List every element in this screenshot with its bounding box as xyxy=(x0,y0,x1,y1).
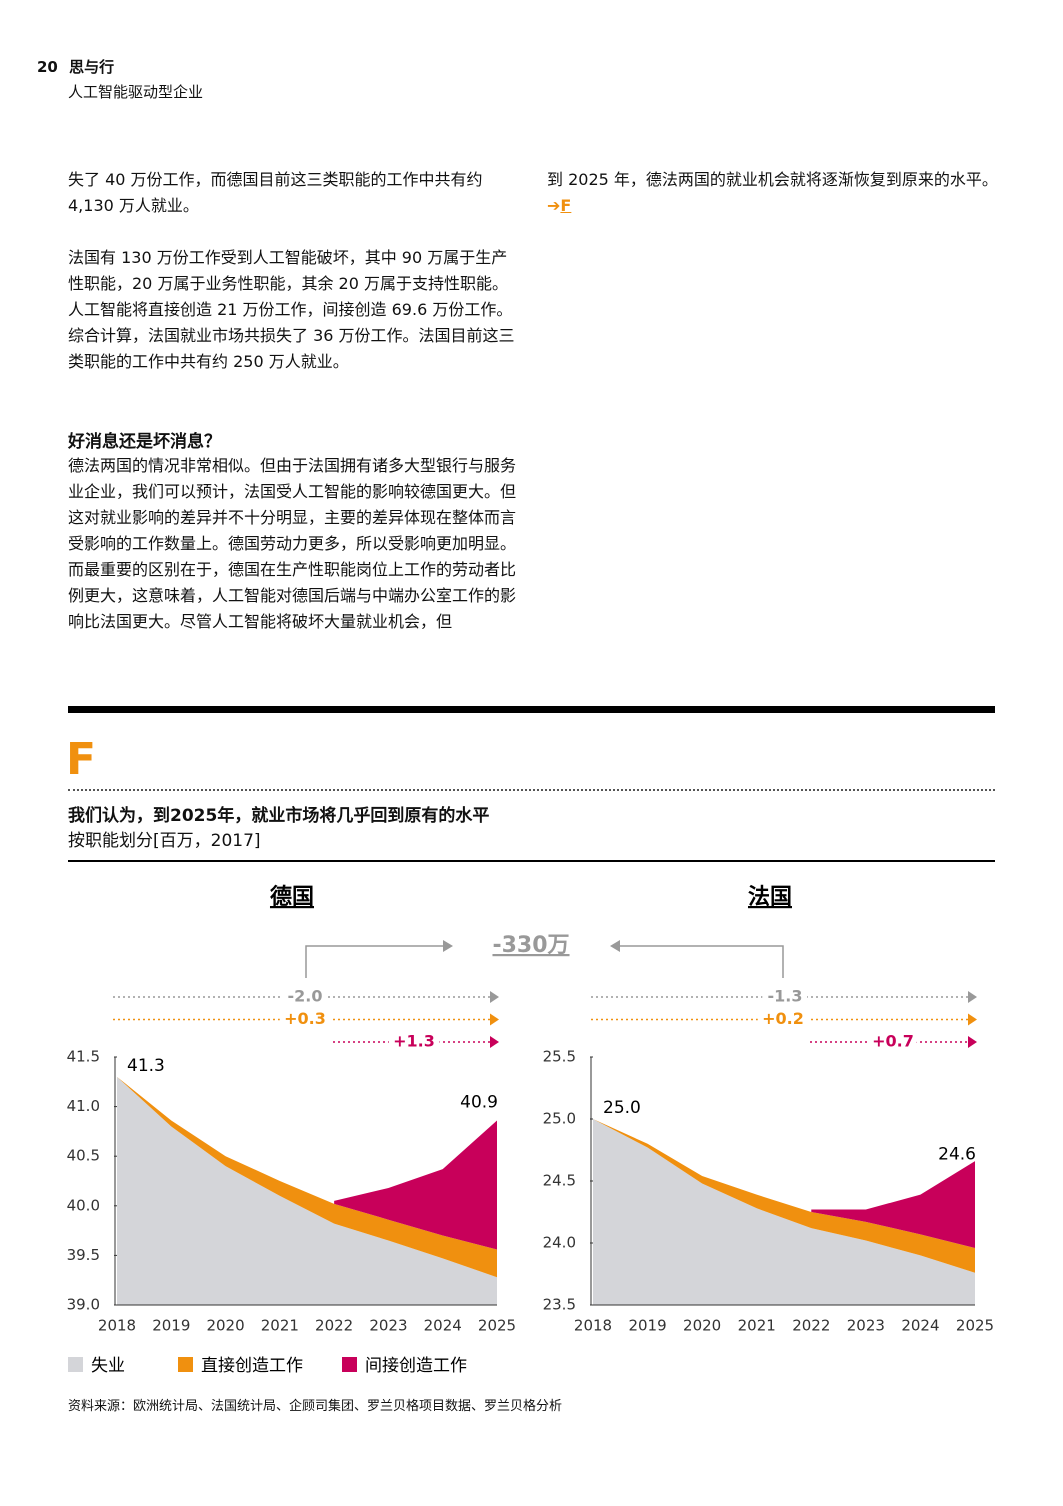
x-tick-label: 2018 xyxy=(574,1317,612,1335)
y-tick-label: 25.5 xyxy=(543,1048,576,1066)
arrowhead xyxy=(443,940,453,952)
x-tick-label: 2018 xyxy=(98,1317,136,1335)
legend-label: 直接创造工作 xyxy=(201,1356,303,1376)
change-label: +0.3 xyxy=(284,1009,326,1028)
paragraph-text: 到 2025 年，德法两国的就业机会就将逐渐恢复到原来的水平。 xyxy=(547,170,998,189)
y-tick-label: 24.5 xyxy=(543,1172,576,1190)
y-tick-label: 40.0 xyxy=(67,1196,100,1214)
source: 资料来源：欧洲统计局、法国统计局、企顾司集团、罗兰贝格项目数据、罗兰贝格分析 xyxy=(68,1399,563,1414)
x-tick-label: 2019 xyxy=(152,1317,190,1335)
data-label: 24.6 xyxy=(938,1145,976,1165)
x-tick-label: 2025 xyxy=(956,1317,994,1335)
area xyxy=(117,1076,497,1278)
paragraph: 德法两国的情况非常相似。但由于法国拥有诸多大型银行与服务业企业，我们可以预计，法… xyxy=(68,456,517,631)
figure-label: F xyxy=(66,734,97,785)
arrowhead xyxy=(610,940,620,952)
legend-swatch xyxy=(178,1357,193,1372)
legend-swatch xyxy=(68,1357,83,1372)
connector xyxy=(618,945,784,978)
x-tick-label: 2019 xyxy=(628,1317,666,1335)
change-arrowhead xyxy=(968,991,977,1003)
chart-title: 德国 xyxy=(270,884,314,910)
change-arrowhead xyxy=(490,991,499,1003)
connector xyxy=(305,945,445,978)
y-tick-label: 41.0 xyxy=(67,1097,100,1115)
area xyxy=(117,1076,497,1305)
change-arrowhead xyxy=(968,1036,977,1048)
figure-subtitle: 按职能划分[百万，2017] xyxy=(68,831,261,851)
figure-link[interactable]: F xyxy=(560,196,572,215)
change-arrowhead xyxy=(968,1013,977,1026)
change-label: +0.2 xyxy=(762,1009,804,1028)
area xyxy=(593,1119,975,1273)
page-header: 20 思与行 xyxy=(37,56,114,77)
page-number: 20 xyxy=(37,58,58,76)
change-arrowhead xyxy=(490,1036,499,1048)
section-bar xyxy=(68,706,995,713)
x-tick-label: 2020 xyxy=(206,1317,244,1335)
x-tick-label: 2021 xyxy=(738,1317,776,1335)
y-tick-label: 40.5 xyxy=(67,1147,100,1165)
y-tick-label: 24.0 xyxy=(543,1234,576,1252)
change-label: +1.3 xyxy=(393,1032,435,1051)
data-label: 41.3 xyxy=(127,1056,165,1076)
area xyxy=(334,1120,497,1250)
change-label: -1.3 xyxy=(768,987,803,1006)
x-tick-label: 2022 xyxy=(315,1317,353,1335)
comparison xyxy=(305,945,784,978)
legend-swatch xyxy=(342,1357,357,1372)
y-tick-label: 39.0 xyxy=(67,1296,100,1314)
area xyxy=(811,1161,975,1248)
x-tick-label: 2021 xyxy=(261,1317,299,1335)
paragraph: 失了 40 万份工作，而德国目前这三类职能的工作中共有约 4,130 万人就业。 xyxy=(68,170,483,215)
change-arrowhead xyxy=(490,1013,499,1026)
x-tick-label: 2025 xyxy=(478,1317,516,1335)
data-label: 25.0 xyxy=(603,1098,641,1118)
legend-label: 失业 xyxy=(91,1356,125,1376)
change-label: -2.0 xyxy=(288,987,323,1006)
figure-title: 我们认为，到2025年，就业市场将几乎回到原有的水平 xyxy=(68,806,490,826)
data-label: 40.9 xyxy=(460,1093,498,1113)
x-tick-label: 2023 xyxy=(369,1317,407,1335)
section: 思与行 xyxy=(69,58,115,76)
paragraph: 法国有 130 万份工作受到人工智能破坏，其中 90 万属于生产性职能，20 万… xyxy=(68,248,515,371)
legend-label: 间接创造工作 xyxy=(365,1356,467,1376)
x-tick-label: 2020 xyxy=(683,1317,721,1335)
paragraph: 到 2025 年，德法两国的就业机会就将逐渐恢复到原来的水平。 ➔F xyxy=(547,167,999,219)
x-tick-label: 2022 xyxy=(792,1317,830,1335)
y-tick-label: 41.5 xyxy=(67,1048,100,1066)
y-tick-label: 25.0 xyxy=(543,1110,576,1128)
heading: 好消息还是坏消息？ xyxy=(68,432,221,452)
x-tick-label: 2023 xyxy=(847,1317,885,1335)
dotted-rule xyxy=(68,789,995,791)
figure-rule xyxy=(68,860,995,862)
area xyxy=(593,1119,975,1305)
x-tick-label: 2024 xyxy=(424,1317,462,1335)
y-tick-label: 39.5 xyxy=(67,1246,100,1264)
chart-title: 法国 xyxy=(748,885,792,910)
header-subtitle: 人工智能驱动型企业 xyxy=(68,83,204,101)
y-tick-label: 23.5 xyxy=(543,1296,576,1314)
x-tick-label: 2024 xyxy=(901,1317,939,1335)
link-arrow: ➔ xyxy=(547,196,561,215)
change-label: +0.7 xyxy=(872,1032,914,1051)
comparison-label: -330万 xyxy=(492,933,569,958)
